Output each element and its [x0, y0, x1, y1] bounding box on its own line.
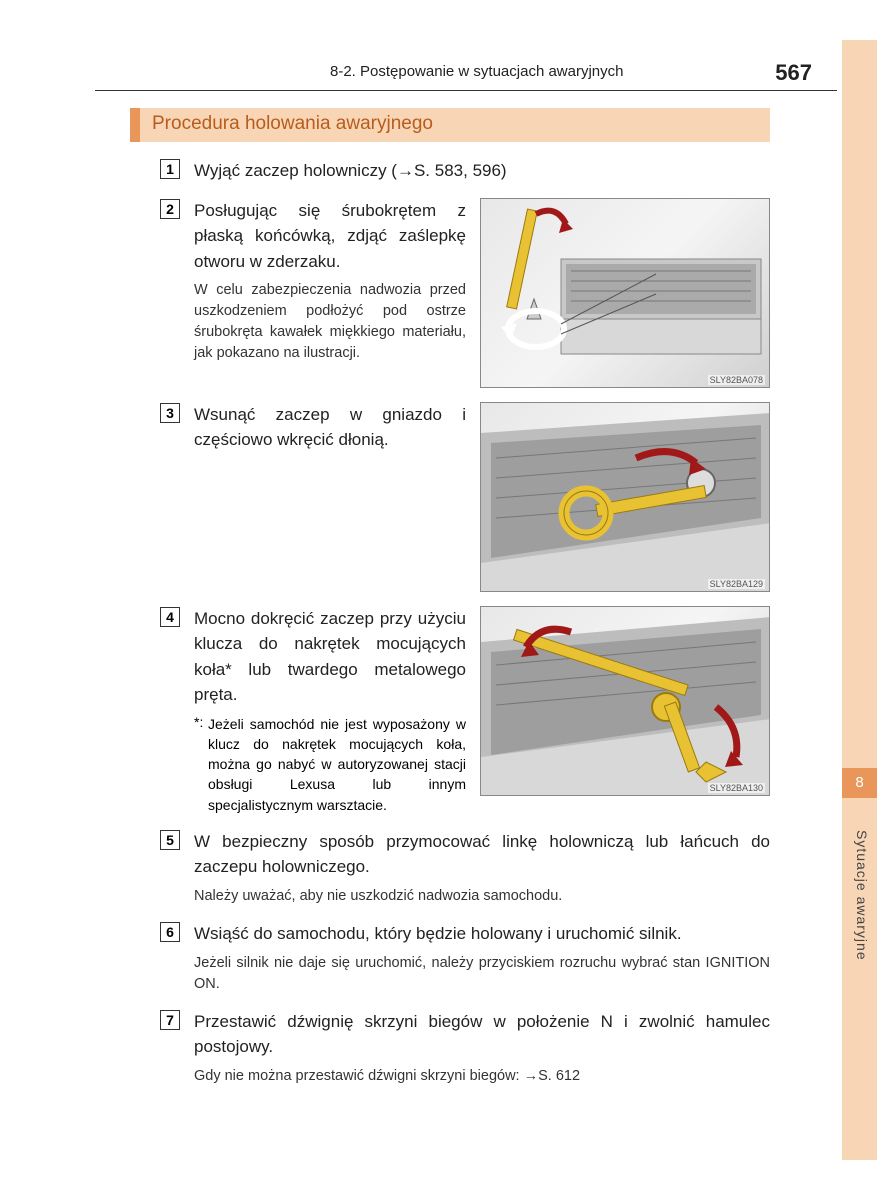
side-tab-chapter: 8 [842, 768, 877, 798]
header-divider [95, 90, 837, 91]
page: 8 Sytuacje awaryjne 8-2. Postępowanie w … [0, 0, 877, 1200]
heading-text: Procedura holowania awaryjnego [152, 113, 433, 135]
step-subtext: Należy uważać, aby nie uszkodzić nadwozi… [194, 886, 770, 907]
step-num: 1 [160, 159, 180, 179]
car-front-icon [481, 199, 770, 388]
side-tab-label: Sytuacje awaryjne [854, 830, 870, 961]
illustration-code: SLY82BA129 [708, 579, 765, 589]
step-text: Wsunąć zaczep w gniazdo i częściowo wkrę… [194, 402, 466, 453]
step-subtext: W celu zabezpieczenia nadwozia przed usz… [194, 280, 466, 364]
step-text: Wsiąść do samochodu, który będzie holowa… [194, 921, 770, 947]
step-num: 2 [160, 199, 180, 219]
step-num: 3 [160, 403, 180, 423]
step-6: 6 Wsiąść do samochodu, który będzie holo… [160, 921, 770, 995]
step-num: 5 [160, 830, 180, 850]
footnote-text: Jeżeli samochód nie jest wyposażony w kl… [208, 714, 466, 815]
step-text: Wyjąć zaczep holowniczy (→S. 583, 596) [194, 158, 770, 184]
illustration-code: SLY82BA130 [708, 783, 765, 793]
step-subtext: Gdy nie można przestawić dźwigni skrzyni… [194, 1066, 770, 1087]
header-section: 8-2. Postępowanie w sytuacjach awaryjnyc… [330, 63, 623, 80]
step-num: 4 [160, 607, 180, 627]
wrench-hook-icon [481, 607, 770, 796]
step-7: 7 Przestawić dźwignię skrzyni biegów w p… [160, 1009, 770, 1087]
asterisk-icon: *: [194, 714, 208, 815]
side-tab [842, 40, 877, 1160]
step-text: Mocno dokręcić zaczep przy użyciu klucza… [194, 606, 466, 708]
step-text: W bezpieczny sposób przymocować linkę ho… [194, 829, 770, 880]
step-2: 2 Posługując się śrubokrętem z płaską ko… [160, 198, 770, 388]
step-3: 3 Wsunąć zaczep w gniazdo i częściowo wk… [160, 402, 770, 592]
illustration-tighten-hook: SLY82BA130 [480, 606, 770, 796]
illustration-code: SLY82BA078 [708, 375, 765, 385]
step-5: 5 W bezpieczny sposób przymocować linkę … [160, 829, 770, 907]
step-num: 6 [160, 922, 180, 942]
step-text: Przestawić dźwignię skrzyni biegów w poł… [194, 1009, 770, 1060]
page-number: 567 [775, 60, 812, 86]
illustration-bumper-cap: SLY82BA078 [480, 198, 770, 388]
step-footnote: *: Jeżeli samochód nie jest wyposażony w… [194, 714, 466, 815]
step-4: 4 Mocno dokręcić zaczep przy użyciu kluc… [160, 606, 770, 815]
content: 1 Wyjąć zaczep holowniczy (→S. 583, 596)… [160, 158, 770, 1101]
step-num: 7 [160, 1010, 180, 1030]
heading-bar [130, 108, 140, 142]
illustration-insert-hook: SLY82BA129 [480, 402, 770, 592]
step-1: 1 Wyjąć zaczep holowniczy (→S. 583, 596) [160, 158, 770, 184]
step-subtext: Jeżeli silnik nie daje się uruchomić, na… [194, 953, 770, 995]
bumper-hook-icon [481, 403, 770, 592]
step-text: Posługując się śrubokrętem z płaską końc… [194, 198, 466, 275]
